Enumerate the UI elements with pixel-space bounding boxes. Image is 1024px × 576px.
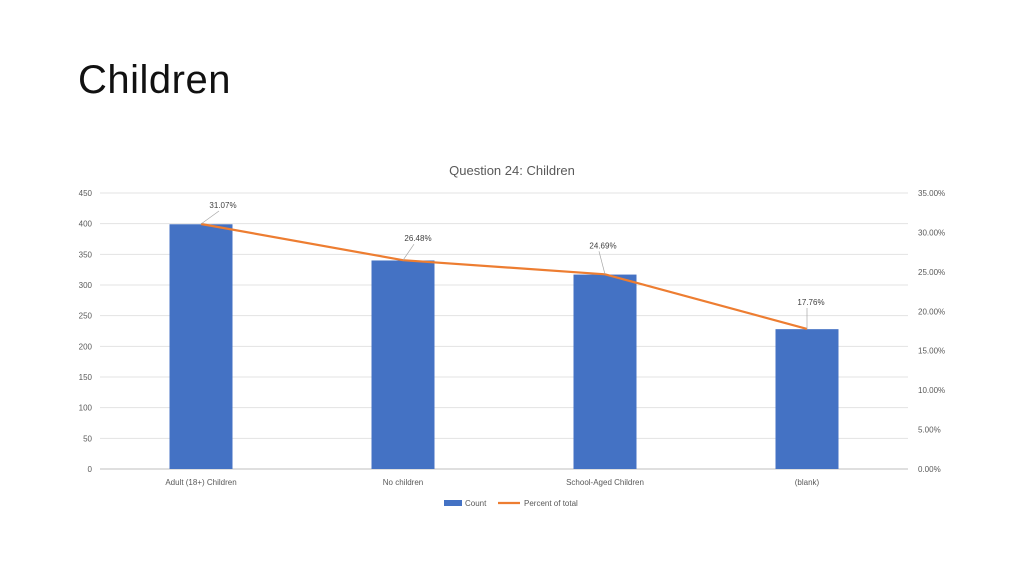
legend: Count Percent of total <box>444 499 578 508</box>
left-tick-label: 350 <box>79 250 93 259</box>
legend-label-percent: Percent of total <box>524 499 578 508</box>
bar <box>573 274 637 469</box>
right-axis-ticks: 0.00% 5.00% 10.00% 15.00% 20.00% 25.00% 30.00%… <box>918 189 945 474</box>
category-label: School-Aged Children <box>566 478 644 487</box>
line-series: 31.07% 26.48% 24.69% 17.76% <box>200 201 825 331</box>
right-tick-label: 5.00% <box>918 426 941 435</box>
leader-line <box>402 243 415 261</box>
leader-line <box>200 210 220 225</box>
right-tick-label: 0.00% <box>918 465 941 474</box>
left-tick-label: 300 <box>79 281 93 290</box>
left-tick-label: 50 <box>83 434 92 443</box>
right-tick-label: 20.00% <box>918 307 945 316</box>
left-axis-ticks: 0 50 100 150 200 250 300 350 400 450 <box>79 189 93 474</box>
left-tick-label: 200 <box>79 342 93 351</box>
leader-line <box>598 251 606 275</box>
left-tick-label: 100 <box>79 404 93 413</box>
percent-line <box>200 222 808 331</box>
bar <box>371 260 435 469</box>
left-tick-label: 0 <box>88 465 93 474</box>
right-tick-label: 10.00% <box>918 386 945 395</box>
right-tick-label: 15.00% <box>918 347 945 356</box>
chart-title: Question 24: Children <box>449 163 575 178</box>
left-tick-label: 400 <box>79 220 93 229</box>
data-label: 31.07% <box>209 201 236 210</box>
legend-swatch-count <box>444 500 462 506</box>
bar-series <box>169 224 839 469</box>
category-label: (blank) <box>795 478 820 487</box>
gridlines <box>100 192 908 470</box>
left-tick-label: 450 <box>79 189 93 198</box>
left-tick-label: 150 <box>79 373 93 382</box>
bar <box>775 329 839 469</box>
category-label: Adult (18+) Children <box>165 478 236 487</box>
legend-label-count: Count <box>465 499 487 508</box>
left-tick-label: 250 <box>79 312 93 321</box>
right-tick-label: 35.00% <box>918 189 945 198</box>
right-tick-label: 30.00% <box>918 228 945 237</box>
slide-title: Children <box>78 58 231 102</box>
right-tick-label: 25.00% <box>918 268 945 277</box>
bar <box>169 224 233 469</box>
data-label: 24.69% <box>589 241 616 250</box>
category-labels: Adult (18+) Children No children School-Ag… <box>165 478 819 487</box>
category-label: No children <box>383 478 423 487</box>
data-label: 17.76% <box>797 298 824 307</box>
data-label: 26.48% <box>404 234 431 243</box>
